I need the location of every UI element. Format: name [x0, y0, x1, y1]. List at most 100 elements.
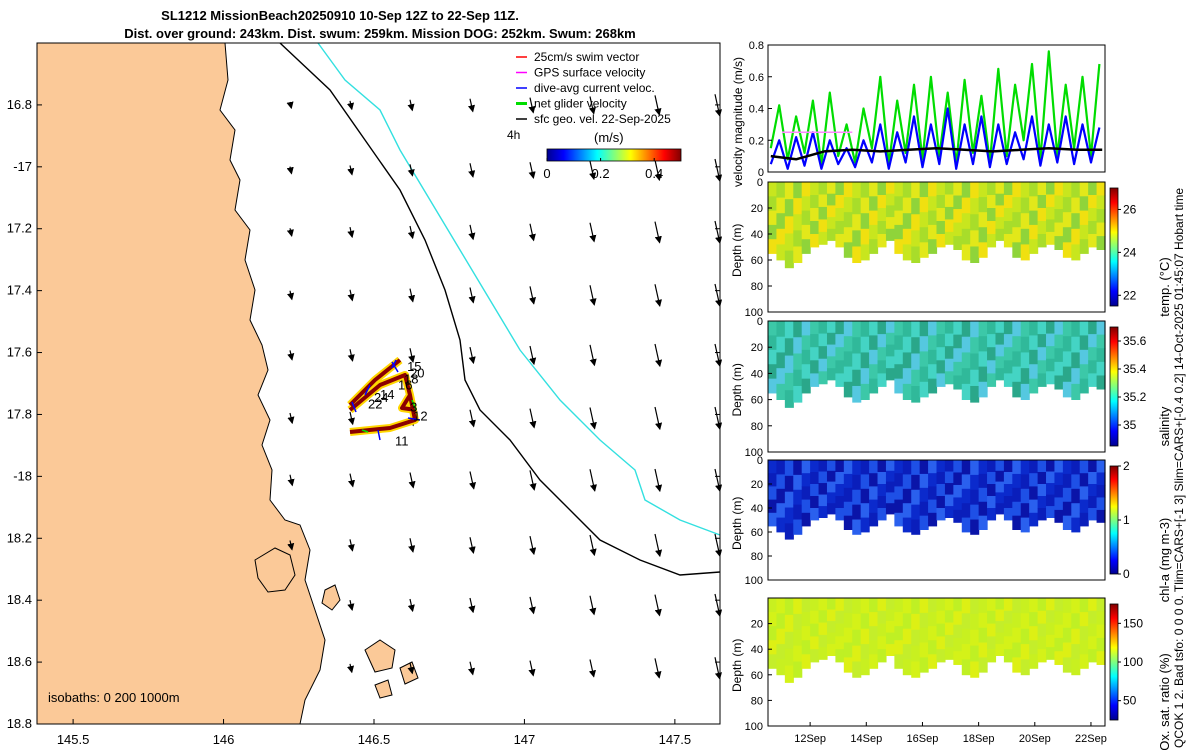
- section-cell: [970, 182, 980, 199]
- section-cell: [902, 352, 912, 369]
- section-cell: [894, 378, 904, 394]
- section-colorbar-tick-label: 35.2: [1123, 390, 1147, 404]
- map-colorbar: [546, 148, 682, 162]
- section-cell: [1062, 227, 1072, 243]
- geo-velocity-arrow: [468, 409, 476, 428]
- section-cell: [936, 195, 946, 209]
- section-cell: [919, 612, 929, 629]
- section-cell: [818, 598, 828, 611]
- section-cell: [894, 224, 904, 240]
- section-cell: [1088, 334, 1098, 348]
- section-cell: [885, 503, 895, 515]
- section-cell: [995, 217, 1005, 230]
- section-cell: [818, 321, 828, 334]
- section-cell: [919, 460, 929, 475]
- section-cell: [1071, 368, 1081, 385]
- section-cell: [826, 182, 836, 195]
- section-cell: [776, 517, 786, 533]
- section-cell: [1037, 334, 1047, 348]
- section-cell: [1029, 473, 1039, 487]
- section-cell: [1096, 209, 1106, 223]
- side-annotation: QCOK 1 2. Bad tsfo: 0 0 0 0. Tlim=CARS+[…: [1172, 187, 1186, 748]
- section-cell: [768, 196, 778, 211]
- isobath-1000m: [317, 42, 721, 536]
- section-cell: [987, 334, 997, 348]
- section-cell: [1046, 206, 1056, 220]
- velocity-y-tick-label: 0.6: [749, 72, 764, 84]
- section-cell: [944, 231, 954, 245]
- section-cell: [911, 198, 921, 215]
- section-cell: [1029, 612, 1039, 627]
- section-cell: [894, 512, 904, 527]
- section-cell: [843, 515, 853, 530]
- section-cell: [877, 649, 887, 663]
- section-cell: [953, 637, 963, 652]
- section-cell: [1071, 598, 1081, 614]
- section-cell: [1088, 347, 1098, 361]
- section-cell: [784, 598, 794, 616]
- section-cell: [818, 194, 828, 208]
- section-cell: [1079, 460, 1089, 474]
- section-cell: [978, 515, 988, 530]
- geo-velocity-arrow: [654, 468, 663, 493]
- geo-velocity-arrow: [654, 284, 662, 307]
- section-x-tick-label: 22Sep: [1075, 733, 1107, 745]
- section-cell: [1029, 196, 1039, 211]
- section-cell: [768, 654, 778, 669]
- section-cell: [869, 598, 879, 613]
- section-cell: [1088, 195, 1098, 209]
- section-cell: [835, 347, 845, 361]
- section-cell: [860, 321, 870, 338]
- section-cell: [776, 613, 786, 630]
- section-cell: [1071, 517, 1081, 533]
- geo-velocity-arrow: [529, 535, 537, 556]
- section-cell: [995, 503, 1005, 515]
- island-small-b: [364, 639, 396, 673]
- section-cell: [826, 632, 836, 645]
- section-cell: [902, 659, 912, 676]
- section-cell: [885, 368, 895, 381]
- section-cell: [801, 460, 811, 474]
- section-cell: [869, 626, 879, 641]
- section-cell: [928, 640, 938, 655]
- track-day-label: 14: [380, 387, 394, 402]
- section-cell: [776, 460, 786, 475]
- section-cell: [944, 634, 954, 648]
- section-colorbar-tick-label: 1: [1123, 513, 1130, 527]
- section-cell: [987, 221, 997, 235]
- section-cell: [1079, 335, 1089, 351]
- section-cell: [919, 227, 929, 243]
- section-cell: [911, 489, 921, 506]
- geo-velocity-arrow: [408, 348, 416, 363]
- section-cell: [978, 242, 988, 258]
- section-cell: [894, 364, 904, 380]
- section-cell: [877, 508, 887, 521]
- section-cell: [944, 610, 954, 623]
- section-cell: [1020, 517, 1030, 533]
- section-cell: [961, 659, 971, 676]
- section-cell: [793, 519, 803, 535]
- section-cell: [1046, 219, 1056, 233]
- section-cell: [826, 321, 836, 334]
- section-cell: [852, 369, 862, 387]
- isobath-200m: [279, 42, 721, 576]
- section-cell: [826, 344, 836, 357]
- section-cell: [835, 598, 845, 612]
- geo-velocity-arrow: [468, 163, 476, 178]
- section-colorbar-tick-label: 0: [1123, 567, 1130, 581]
- section-cell: [1029, 626, 1039, 641]
- section-cell: [801, 612, 811, 627]
- section-cell: [818, 371, 828, 385]
- geo-velocity-arrow: [347, 165, 355, 176]
- section-cell: [869, 239, 879, 254]
- section-cell: [818, 206, 828, 220]
- section-cell: [911, 214, 921, 231]
- section-cell: [776, 244, 786, 261]
- section-cell: [1020, 503, 1030, 518]
- section-cell: [961, 228, 971, 245]
- section-cell: [818, 610, 828, 623]
- legend-entry-label: GPS surface velocity: [534, 66, 645, 80]
- section-cell: [944, 494, 954, 507]
